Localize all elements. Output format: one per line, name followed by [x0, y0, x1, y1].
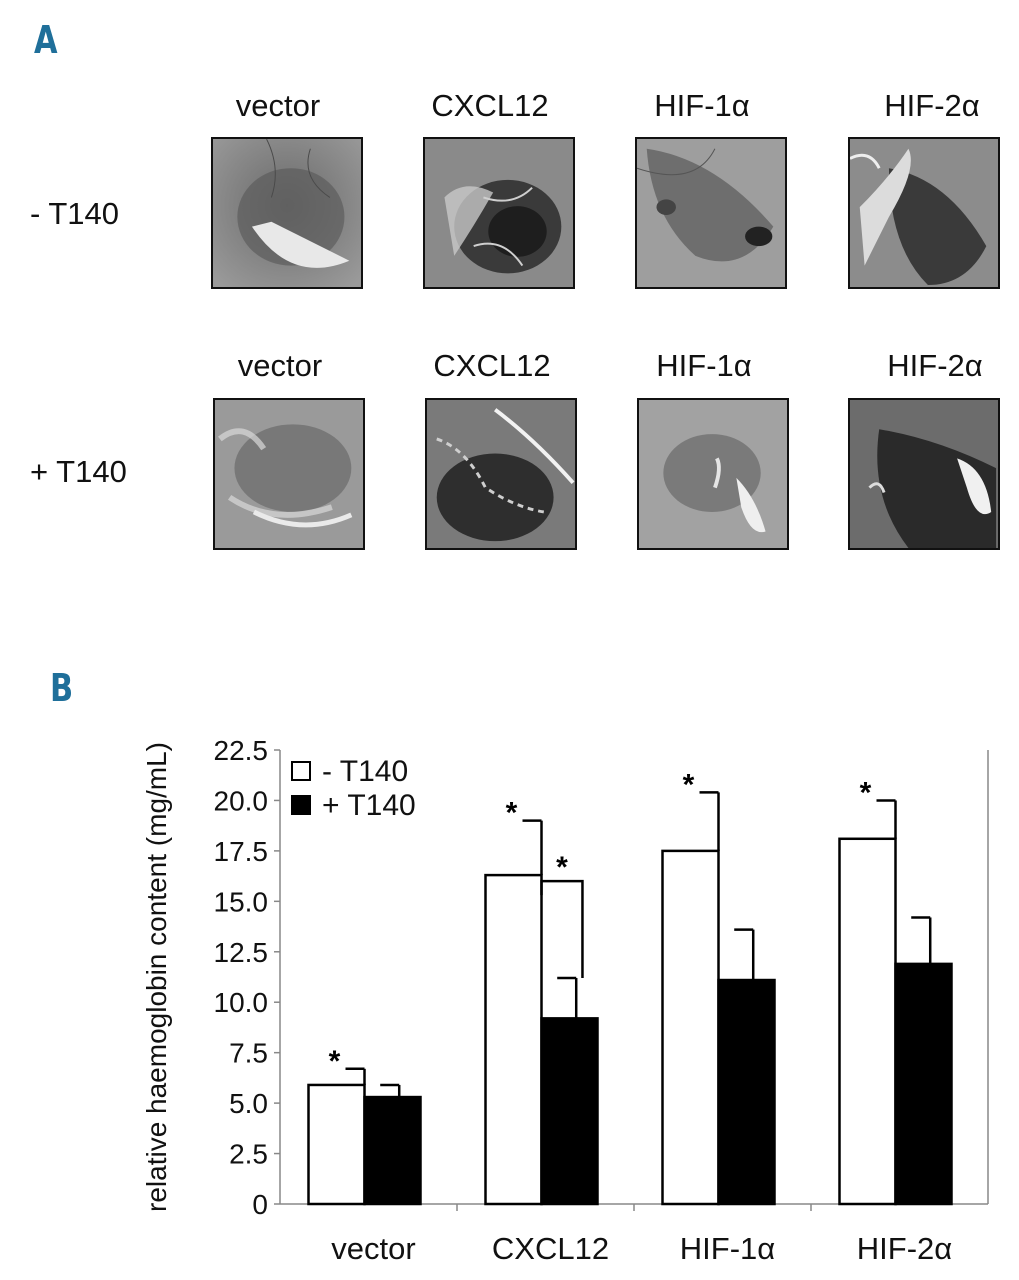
legend-label: - T140: [322, 755, 408, 788]
col-label-vector: vector: [235, 88, 321, 123]
y-tick-label: 7.5: [229, 1038, 268, 1069]
legend-swatch: [291, 761, 311, 781]
photo-cxcl12-plus-t140: [425, 398, 577, 550]
y-tick-label: 22.5: [214, 735, 269, 766]
col-label-hif1a: HIF-1α: [654, 88, 750, 123]
significance-star: *: [683, 768, 695, 801]
y-tick-label: 20.0: [214, 785, 269, 816]
row-label-plus-t140: + T140: [30, 454, 127, 489]
y-tick-label: 2.5: [229, 1139, 268, 1170]
bar-plus-t140: [717, 978, 776, 1206]
photo-hif1a-plus-t140: [637, 398, 789, 550]
x-tick-label: vector: [331, 1231, 415, 1266]
chart-labels: 0 2.5 5.0 7.5 10.0 12.5 15.0 17.5 20.0 22.5 relati…: [141, 735, 952, 1266]
photo-vector-plus-t140: [213, 398, 365, 550]
legend-label: + T140: [322, 789, 416, 822]
y-tick-label: 12.5: [214, 937, 269, 968]
significance-star: *: [860, 776, 872, 809]
panel-b-letter: B: [50, 666, 74, 710]
bar-chart: 0 2.5 5.0 7.5 10.0 12.5 15.0 17.5 20.0 22.5 relati…: [141, 735, 989, 1266]
col-label-hif2a-2: HIF-2α: [887, 348, 983, 383]
photo-cxcl12-minus-t140: [423, 137, 575, 289]
bar-plus-t140: [540, 1017, 599, 1206]
bar-minus-t140: [484, 873, 543, 1206]
y-tick-label: 0: [252, 1189, 268, 1220]
y-axis-title: relative haemoglobin content (mg/mL): [141, 742, 172, 1212]
col-label-cxcl12-2: CXCL12: [433, 348, 551, 383]
photo-hif2a-plus-t140: [848, 398, 1000, 550]
col-label-vector-2: vector: [237, 348, 323, 383]
bar-minus-t140: [661, 849, 720, 1206]
y-tick-label: 10.0: [214, 987, 269, 1018]
x-tick-label: HIF-2α: [857, 1231, 953, 1266]
col-label-cxcl12: CXCL12: [431, 88, 549, 123]
significance-star: *: [329, 1045, 341, 1078]
bar-minus-t140: [838, 837, 897, 1206]
y-tick-label: 15.0: [214, 886, 269, 917]
chart-bars: [307, 791, 953, 1206]
photo-hif2a-minus-t140: [848, 137, 1000, 289]
significance-star-bracket: *: [556, 851, 568, 884]
significance-star: *: [506, 797, 518, 830]
significance-bracket: [540, 879, 584, 979]
panel-a-letter: A: [34, 18, 58, 62]
y-tick-label: 17.5: [214, 836, 269, 867]
col-label-hif1a-2: HIF-1α: [656, 348, 752, 383]
row-label-minus-t140: - T140: [30, 196, 120, 231]
bar-minus-t140: [307, 1083, 366, 1206]
y-tick-label: 5.0: [229, 1088, 268, 1119]
col-label-hif2a: HIF-2α: [884, 88, 980, 123]
bar-plus-t140: [894, 962, 953, 1206]
bar-plus-t140: [363, 1095, 422, 1206]
photo-vector-minus-t140: [211, 137, 363, 289]
x-tick-label: HIF-1α: [680, 1231, 776, 1266]
legend-swatch: [291, 795, 311, 815]
x-tick-label: CXCL12: [492, 1231, 609, 1266]
photo-hif1a-minus-t140: [635, 137, 787, 289]
